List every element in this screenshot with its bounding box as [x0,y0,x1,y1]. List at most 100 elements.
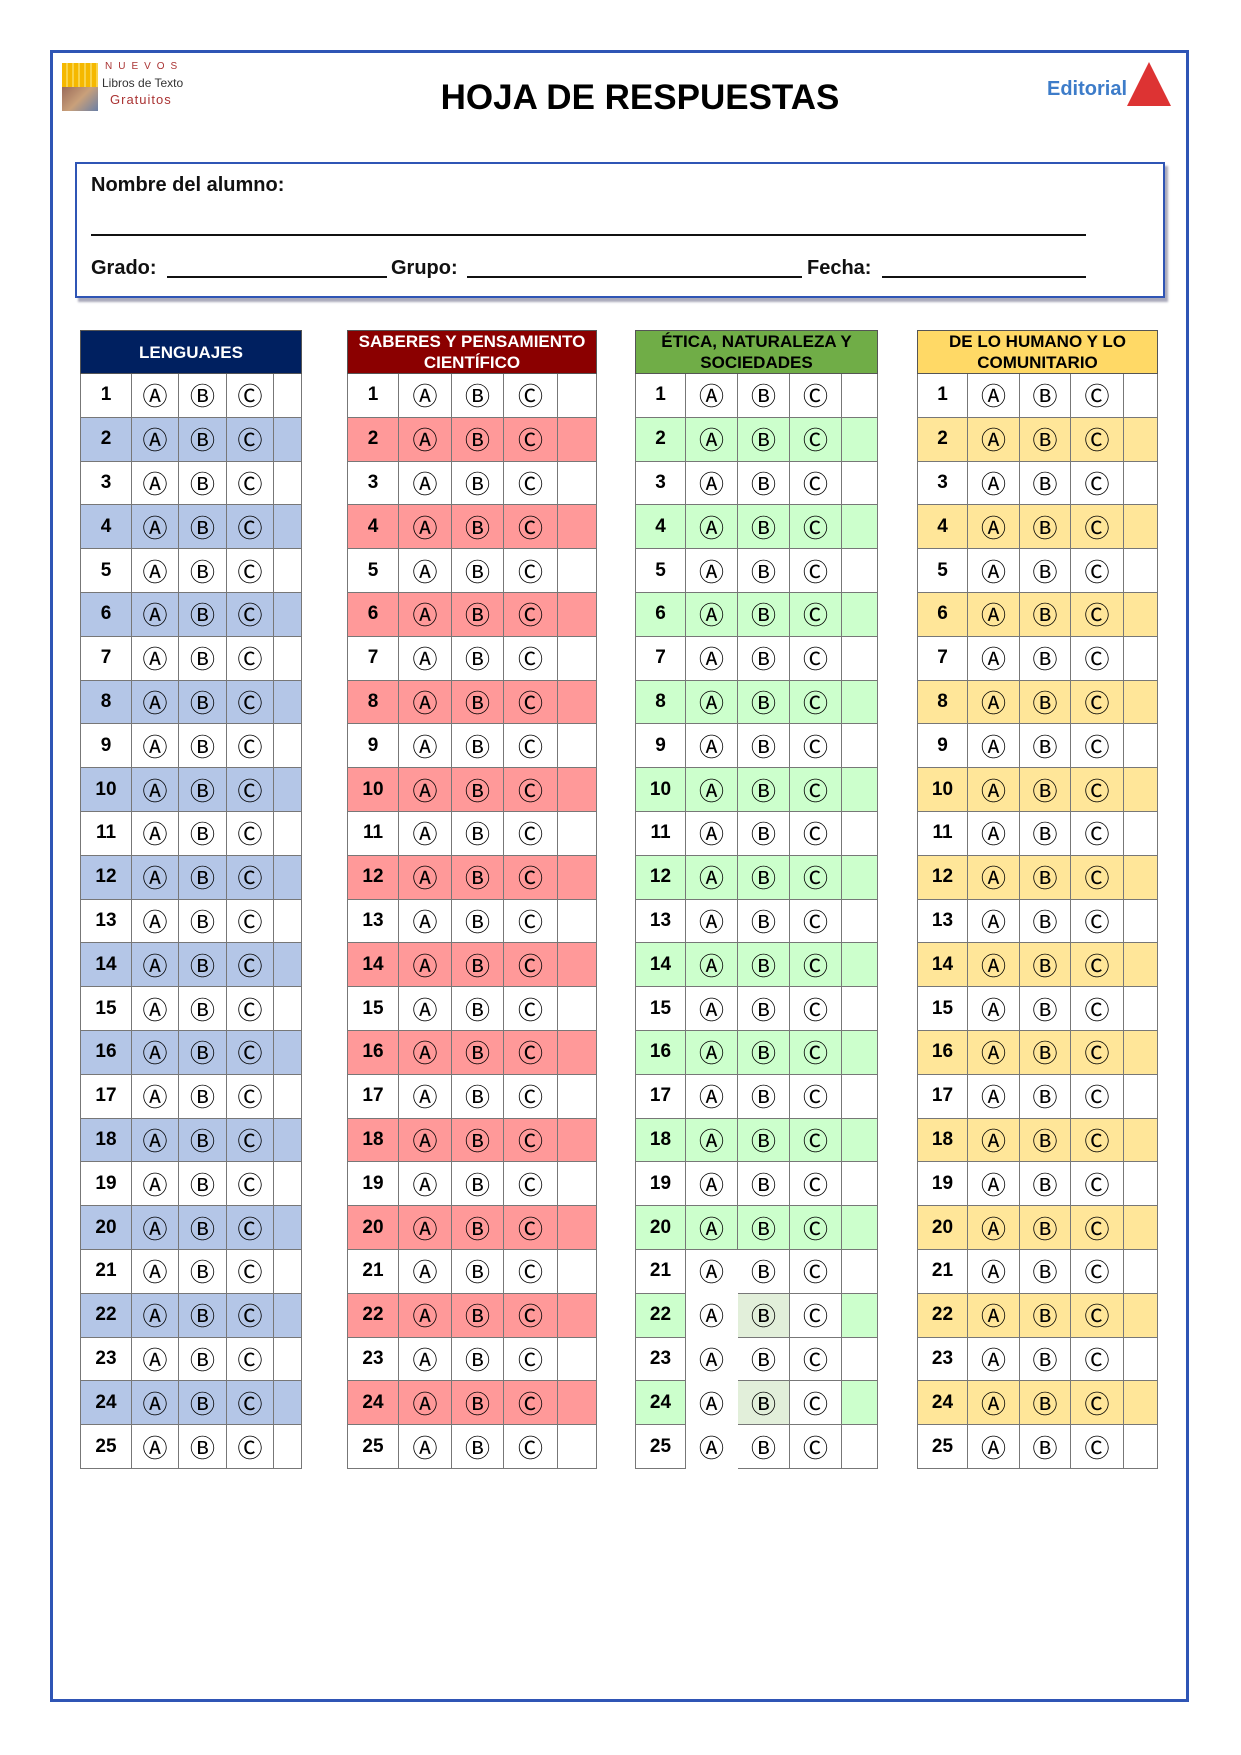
option-b-bubble[interactable]: Ⓑ [1020,1425,1071,1469]
answer-box[interactable] [274,1293,302,1338]
option-b-bubble[interactable]: Ⓑ [179,505,227,550]
option-c-bubble[interactable]: Ⓒ [1071,1162,1124,1207]
option-a-bubble[interactable]: Ⓐ [399,768,452,812]
option-a-bubble[interactable]: Ⓐ [132,987,179,1031]
option-a-bubble[interactable]: Ⓐ [132,1206,179,1250]
option-a-bubble[interactable]: Ⓐ [968,768,1020,812]
answer-box[interactable] [842,1249,878,1294]
option-c-bubble[interactable]: Ⓒ [227,855,274,900]
option-b-bubble[interactable]: Ⓑ [1020,1337,1071,1382]
option-c-bubble[interactable]: Ⓒ [790,505,842,550]
option-b-bubble[interactable]: Ⓑ [452,1337,504,1382]
option-c-bubble[interactable]: Ⓒ [227,943,274,988]
option-b-bubble[interactable]: Ⓑ [452,811,504,856]
option-a-bubble[interactable]: Ⓐ [968,549,1020,593]
answer-box[interactable] [1124,1425,1158,1469]
option-a-bubble[interactable]: Ⓐ [399,811,452,856]
answer-box[interactable] [274,899,302,944]
answer-box[interactable] [1124,1337,1158,1382]
option-b-bubble[interactable]: Ⓑ [452,899,504,944]
answer-box[interactable] [558,1162,597,1207]
option-b-bubble[interactable]: Ⓑ [1020,374,1071,418]
answer-box[interactable] [842,680,878,725]
answer-box[interactable] [1124,1118,1158,1163]
option-a-bubble[interactable]: Ⓐ [968,461,1020,506]
option-c-bubble[interactable]: Ⓒ [504,899,558,944]
answer-box[interactable] [842,636,878,681]
option-c-bubble[interactable]: Ⓒ [504,374,558,418]
option-a-bubble[interactable]: Ⓐ [132,1249,179,1294]
option-c-bubble[interactable]: Ⓒ [504,1206,558,1250]
option-b-bubble[interactable]: Ⓑ [738,811,790,856]
option-a-bubble[interactable]: Ⓐ [399,592,452,637]
option-a-bubble[interactable]: Ⓐ [132,1425,179,1469]
option-b-bubble[interactable]: Ⓑ [738,943,790,988]
option-c-bubble[interactable]: Ⓒ [227,1249,274,1294]
option-c-bubble[interactable]: Ⓒ [790,811,842,856]
date-field[interactable] [882,276,1086,278]
option-b-bubble[interactable]: Ⓑ [179,592,227,637]
option-c-bubble[interactable]: Ⓒ [1071,680,1124,725]
answer-box[interactable] [842,417,878,462]
answer-box[interactable] [274,724,302,769]
option-a-bubble[interactable]: Ⓐ [686,592,738,637]
answer-box[interactable] [274,811,302,856]
option-c-bubble[interactable]: Ⓒ [227,987,274,1031]
option-b-bubble[interactable]: Ⓑ [1020,1162,1071,1207]
option-a-bubble[interactable]: Ⓐ [686,1030,738,1075]
option-a-bubble[interactable]: Ⓐ [132,1293,179,1338]
option-b-bubble[interactable]: Ⓑ [738,1293,790,1338]
answer-box[interactable] [842,1162,878,1207]
option-a-bubble[interactable]: Ⓐ [968,1030,1020,1075]
option-c-bubble[interactable]: Ⓒ [504,855,558,900]
answer-box[interactable] [274,461,302,506]
option-a-bubble[interactable]: Ⓐ [686,549,738,593]
option-b-bubble[interactable]: Ⓑ [452,461,504,506]
option-c-bubble[interactable]: Ⓒ [227,374,274,418]
option-c-bubble[interactable]: Ⓒ [227,461,274,506]
option-a-bubble[interactable]: Ⓐ [968,943,1020,988]
option-a-bubble[interactable]: Ⓐ [686,1425,738,1469]
answer-box[interactable] [274,680,302,725]
group-field[interactable] [467,276,802,278]
option-c-bubble[interactable]: Ⓒ [227,1381,274,1426]
option-a-bubble[interactable]: Ⓐ [968,1249,1020,1294]
option-a-bubble[interactable]: Ⓐ [132,768,179,812]
option-c-bubble[interactable]: Ⓒ [1071,1381,1124,1426]
option-a-bubble[interactable]: Ⓐ [132,943,179,988]
option-c-bubble[interactable]: Ⓒ [504,549,558,593]
option-c-bubble[interactable]: Ⓒ [1071,855,1124,900]
answer-box[interactable] [274,1249,302,1294]
option-c-bubble[interactable]: Ⓒ [504,1118,558,1163]
option-b-bubble[interactable]: Ⓑ [1020,811,1071,856]
option-b-bubble[interactable]: Ⓑ [738,1206,790,1250]
option-b-bubble[interactable]: Ⓑ [179,1249,227,1294]
answer-box[interactable] [1124,811,1158,856]
option-b-bubble[interactable]: Ⓑ [738,636,790,681]
option-a-bubble[interactable]: Ⓐ [132,461,179,506]
option-c-bubble[interactable]: Ⓒ [1071,768,1124,812]
option-b-bubble[interactable]: Ⓑ [1020,1074,1071,1119]
answer-box[interactable] [1124,1162,1158,1207]
option-c-bubble[interactable]: Ⓒ [504,505,558,550]
answer-box[interactable] [842,1381,878,1426]
option-b-bubble[interactable]: Ⓑ [452,1030,504,1075]
option-c-bubble[interactable]: Ⓒ [790,943,842,988]
option-b-bubble[interactable]: Ⓑ [179,1425,227,1469]
answer-box[interactable] [274,1030,302,1075]
option-a-bubble[interactable]: Ⓐ [968,724,1020,769]
option-a-bubble[interactable]: Ⓐ [686,811,738,856]
option-a-bubble[interactable]: Ⓐ [686,1249,738,1294]
answer-box[interactable] [1124,855,1158,900]
option-b-bubble[interactable]: Ⓑ [452,505,504,550]
answer-box[interactable] [842,855,878,900]
option-b-bubble[interactable]: Ⓑ [452,1293,504,1338]
option-c-bubble[interactable]: Ⓒ [504,1249,558,1294]
answer-box[interactable] [1124,768,1158,812]
option-a-bubble[interactable]: Ⓐ [686,899,738,944]
option-a-bubble[interactable]: Ⓐ [399,1425,452,1469]
answer-box[interactable] [1124,943,1158,988]
answer-box[interactable] [274,1162,302,1207]
option-b-bubble[interactable]: Ⓑ [738,549,790,593]
option-b-bubble[interactable]: Ⓑ [1020,1118,1071,1163]
